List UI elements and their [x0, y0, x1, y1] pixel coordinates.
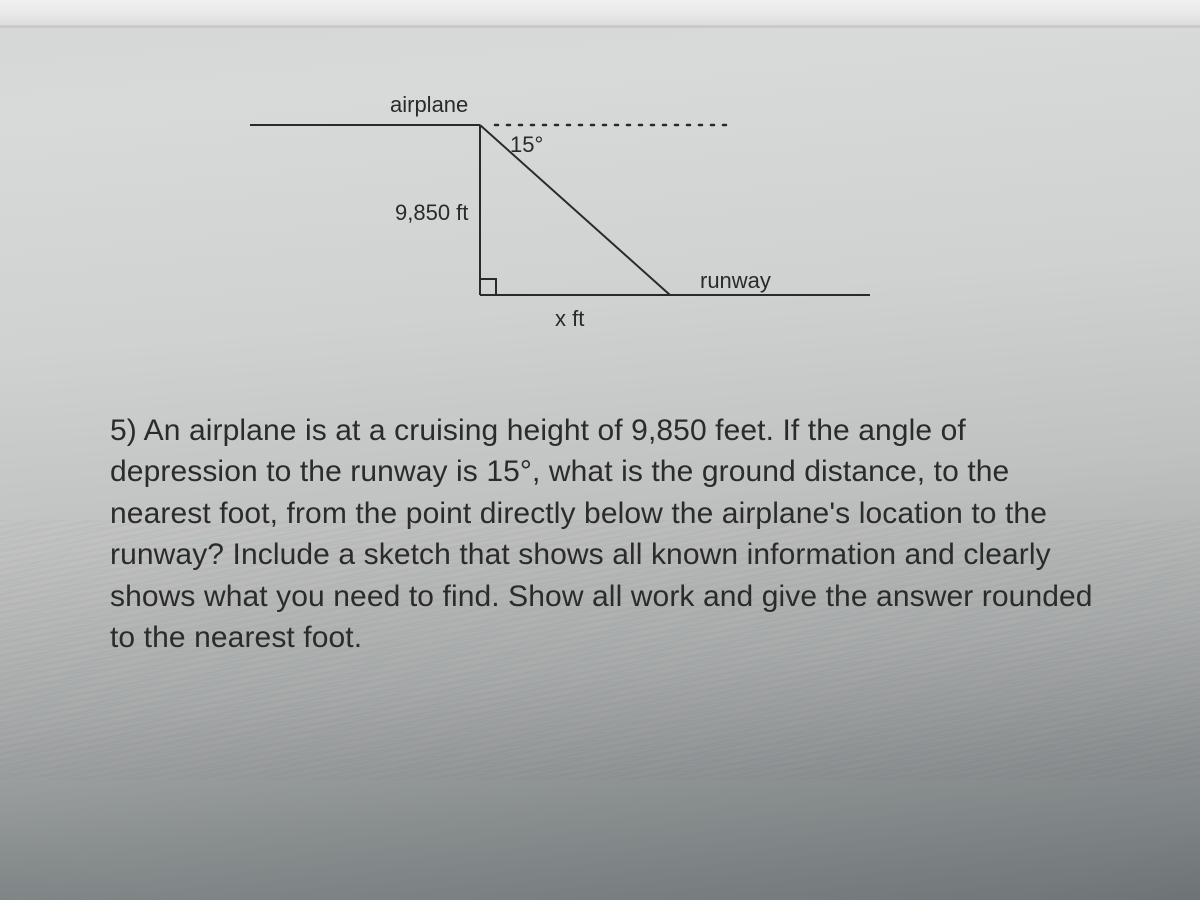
angle-label: 15° — [510, 132, 543, 157]
question-body: An airplane is at a cruising height of 9… — [110, 414, 1093, 654]
base-label: x ft — [555, 306, 584, 331]
height-label: 9,850 ft — [395, 200, 468, 225]
airplane-label: airplane — [390, 92, 468, 117]
right-angle-marker — [480, 279, 496, 295]
diagram-svg: airplane 15° 9,850 ft x ft runway — [190, 40, 1010, 340]
runway-label: runway — [700, 268, 771, 293]
question-text: 5) An airplane is at a cruising height o… — [0, 350, 1200, 658]
triangle-diagram: airplane 15° 9,850 ft x ft runway — [0, 40, 1200, 350]
question-number: 5) — [110, 414, 137, 447]
triangle-hypotenuse — [480, 125, 670, 295]
page-content: airplane 15° 9,850 ft x ft runway 5) An … — [0, 0, 1200, 900]
